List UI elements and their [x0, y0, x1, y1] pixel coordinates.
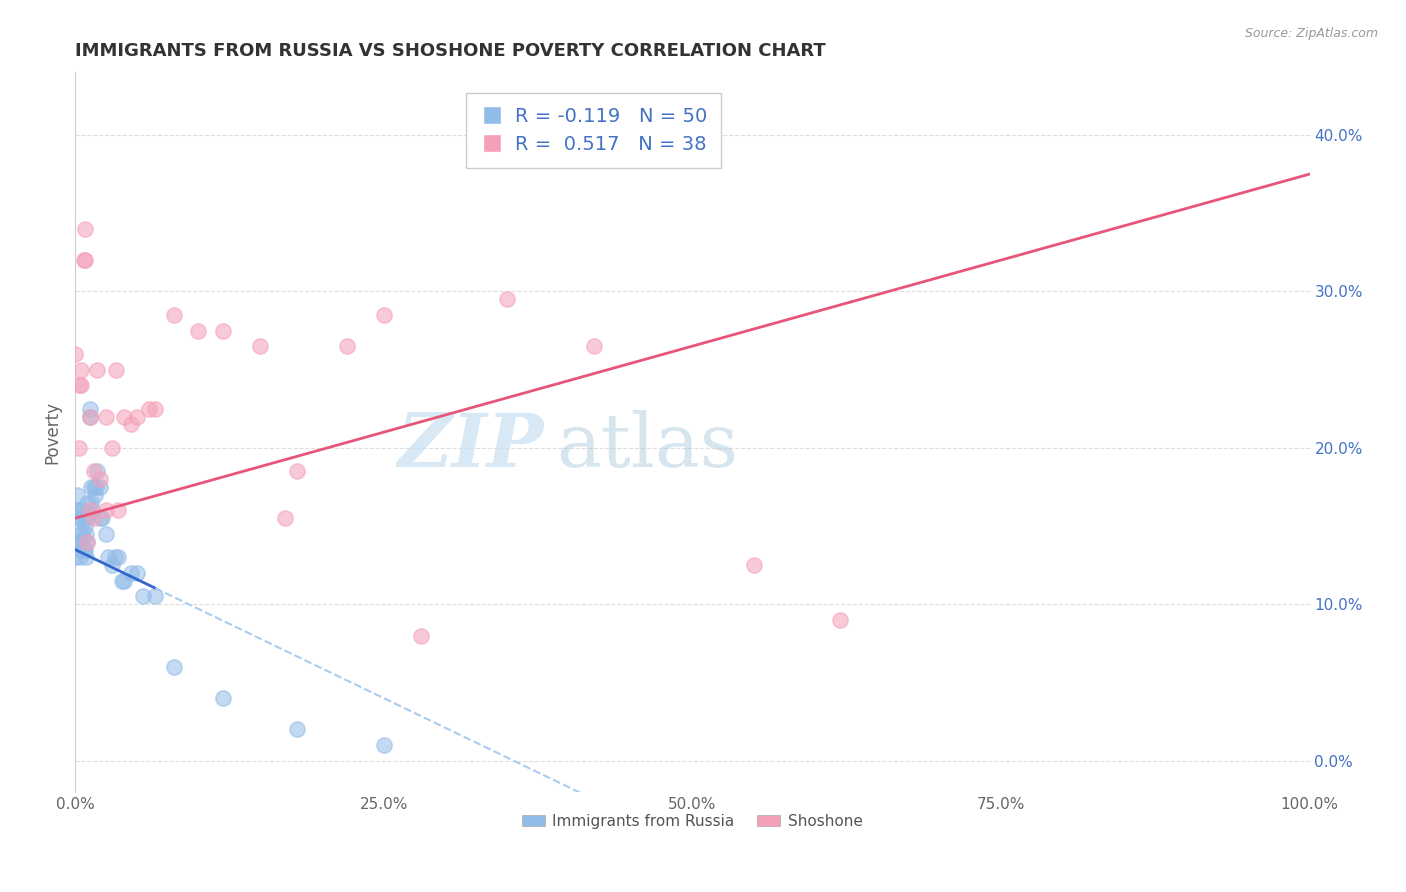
Point: [143, 590, 166, 604]
Point: [212, 324, 235, 338]
Point: [72, 511, 94, 525]
Point: [163, 660, 186, 674]
Point: [373, 738, 395, 752]
Point: [101, 441, 124, 455]
Point: [63, 503, 86, 517]
Point: [82, 503, 104, 517]
Point: [742, 558, 765, 573]
Point: [69, 550, 91, 565]
Point: [70, 378, 93, 392]
Point: [70, 511, 93, 525]
Point: [70, 542, 93, 557]
Point: [80, 495, 103, 509]
Point: [212, 691, 235, 706]
Point: [66, 488, 89, 502]
Point: [830, 613, 852, 627]
Point: [70, 534, 93, 549]
Point: [112, 409, 135, 424]
Point: [83, 511, 105, 525]
Text: IMMIGRANTS FROM RUSSIA VS SHOSHONE POVERTY CORRELATION CHART: IMMIGRANTS FROM RUSSIA VS SHOSHONE POVER…: [75, 42, 825, 60]
Legend: Immigrants from Russia, Shoshone: Immigrants from Russia, Shoshone: [516, 807, 869, 835]
Point: [69, 527, 91, 541]
Point: [86, 464, 108, 478]
Point: [63, 550, 86, 565]
Point: [409, 628, 432, 642]
Point: [89, 472, 111, 486]
Point: [83, 480, 105, 494]
Point: [107, 503, 129, 517]
Point: [112, 574, 135, 588]
Point: [73, 222, 96, 236]
Point: [83, 464, 105, 478]
Point: [285, 723, 308, 737]
Point: [72, 503, 94, 517]
Point: [76, 534, 98, 549]
Point: [582, 339, 605, 353]
Text: Source: ZipAtlas.com: Source: ZipAtlas.com: [1244, 27, 1378, 40]
Point: [125, 566, 148, 580]
Point: [63, 347, 86, 361]
Point: [75, 527, 97, 541]
Point: [67, 503, 90, 517]
Point: [132, 590, 155, 604]
Point: [94, 409, 117, 424]
Point: [86, 362, 108, 376]
Point: [97, 550, 120, 565]
Point: [143, 401, 166, 416]
Point: [373, 308, 395, 322]
Point: [80, 480, 103, 494]
Point: [73, 519, 96, 533]
Point: [120, 566, 142, 580]
Point: [67, 378, 90, 392]
Point: [138, 401, 160, 416]
Point: [101, 558, 124, 573]
Point: [72, 542, 94, 557]
Point: [336, 339, 359, 353]
Text: ZIP: ZIP: [398, 410, 544, 483]
Point: [103, 550, 125, 565]
Point: [249, 339, 271, 353]
Point: [163, 308, 186, 322]
Point: [73, 253, 96, 268]
Point: [67, 441, 90, 455]
Point: [75, 550, 97, 565]
Point: [83, 488, 105, 502]
Point: [79, 503, 101, 517]
Point: [84, 480, 107, 494]
Point: [187, 324, 209, 338]
Point: [496, 292, 519, 306]
Point: [76, 495, 98, 509]
Point: [89, 480, 111, 494]
Point: [76, 511, 98, 525]
Point: [73, 542, 96, 557]
Point: [70, 362, 93, 376]
Point: [125, 409, 148, 424]
Y-axis label: Poverty: Poverty: [44, 401, 60, 464]
Point: [120, 417, 142, 432]
Point: [72, 527, 94, 541]
Point: [72, 253, 94, 268]
Point: [63, 534, 86, 549]
Point: [91, 511, 114, 525]
Point: [107, 550, 129, 565]
Point: [104, 362, 127, 376]
Point: [76, 534, 98, 549]
Point: [79, 409, 101, 424]
Point: [89, 511, 111, 525]
Text: atlas: atlas: [557, 410, 738, 483]
Point: [274, 511, 297, 525]
Point: [111, 574, 134, 588]
Point: [285, 464, 308, 478]
Point: [79, 401, 101, 416]
Point: [67, 534, 90, 549]
Point: [94, 527, 117, 541]
Point: [79, 409, 101, 424]
Point: [94, 503, 117, 517]
Point: [66, 511, 89, 525]
